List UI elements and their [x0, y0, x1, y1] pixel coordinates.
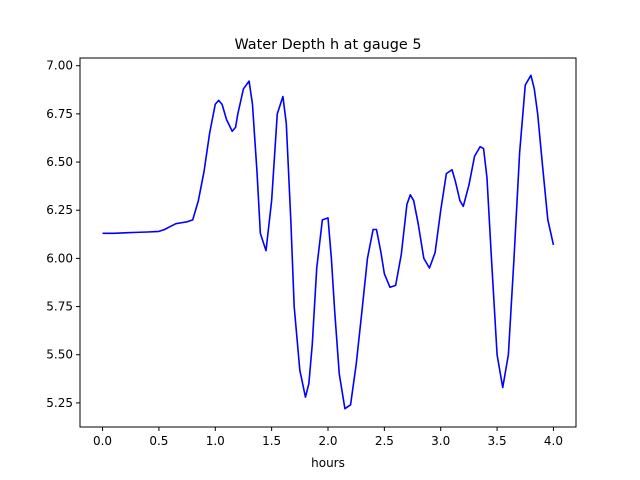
y-tick-label: 7.00 — [46, 59, 73, 73]
x-tick-label: 1.5 — [262, 434, 281, 448]
plot-area — [102, 74, 555, 410]
chart-title: Water Depth h at gauge 5 — [234, 37, 421, 53]
x-tick-label: 0.5 — [149, 434, 168, 448]
y-tick-label: 6.00 — [46, 251, 73, 265]
x-tick-label: 1.0 — [206, 434, 225, 448]
x-axis: 0.0 0.5 1.0 1.5 2.0 2.5 3.0 3.5 4.0 — [93, 427, 563, 448]
x-tick-label: 2.5 — [375, 434, 394, 448]
y-axis: 5.25 5.50 5.75 6.00 6.25 6.50 6.75 7.00 — [46, 59, 80, 410]
x-tick-label: 4.0 — [544, 434, 563, 448]
y-tick-label: 5.50 — [46, 348, 73, 362]
y-tick-label: 5.75 — [46, 300, 73, 314]
x-tick-label: 3.0 — [431, 434, 450, 448]
y-tick-label: 6.75 — [46, 107, 73, 121]
x-tick-label: 3.5 — [488, 434, 507, 448]
y-tick-label: 6.25 — [46, 203, 73, 217]
series-line-0 — [102, 74, 555, 410]
x-tick-label: 0.0 — [93, 434, 112, 448]
x-tick-label: 2.0 — [318, 434, 337, 448]
y-tick-label: 6.50 — [46, 155, 73, 169]
y-tick-label: 5.25 — [46, 396, 73, 410]
x-axis-label: hours — [311, 456, 345, 470]
